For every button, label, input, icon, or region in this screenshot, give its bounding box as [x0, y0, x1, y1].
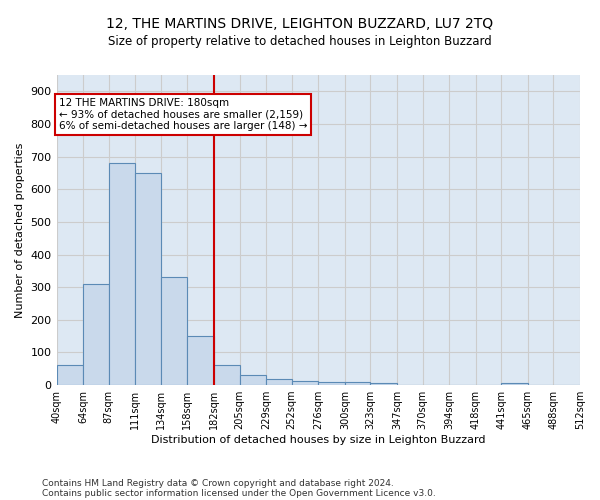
Bar: [501, 384, 528, 385]
Text: 12 THE MARTINS DRIVE: 180sqm
← 93% of detached houses are smaller (2,159)
6% of : 12 THE MARTINS DRIVE: 180sqm ← 93% of de…: [59, 98, 307, 131]
Bar: [214, 366, 239, 385]
X-axis label: Distribution of detached houses by size in Leighton Buzzard: Distribution of detached houses by size …: [151, 435, 485, 445]
Bar: [370, 384, 397, 385]
Bar: [266, 379, 292, 385]
Bar: [161, 278, 187, 385]
Bar: [56, 366, 83, 385]
Bar: [345, 382, 370, 385]
Text: 12, THE MARTINS DRIVE, LEIGHTON BUZZARD, LU7 2TQ: 12, THE MARTINS DRIVE, LEIGHTON BUZZARD,…: [106, 18, 494, 32]
Bar: [318, 382, 345, 385]
Text: Contains public sector information licensed under the Open Government Licence v3: Contains public sector information licen…: [42, 488, 436, 498]
Bar: [292, 381, 318, 385]
Bar: [83, 284, 109, 385]
Bar: [109, 163, 135, 385]
Text: Size of property relative to detached houses in Leighton Buzzard: Size of property relative to detached ho…: [108, 35, 492, 48]
Bar: [187, 336, 214, 385]
Bar: [239, 376, 266, 385]
Text: Contains HM Land Registry data © Crown copyright and database right 2024.: Contains HM Land Registry data © Crown c…: [42, 478, 394, 488]
Bar: [135, 173, 161, 385]
Y-axis label: Number of detached properties: Number of detached properties: [15, 142, 25, 318]
